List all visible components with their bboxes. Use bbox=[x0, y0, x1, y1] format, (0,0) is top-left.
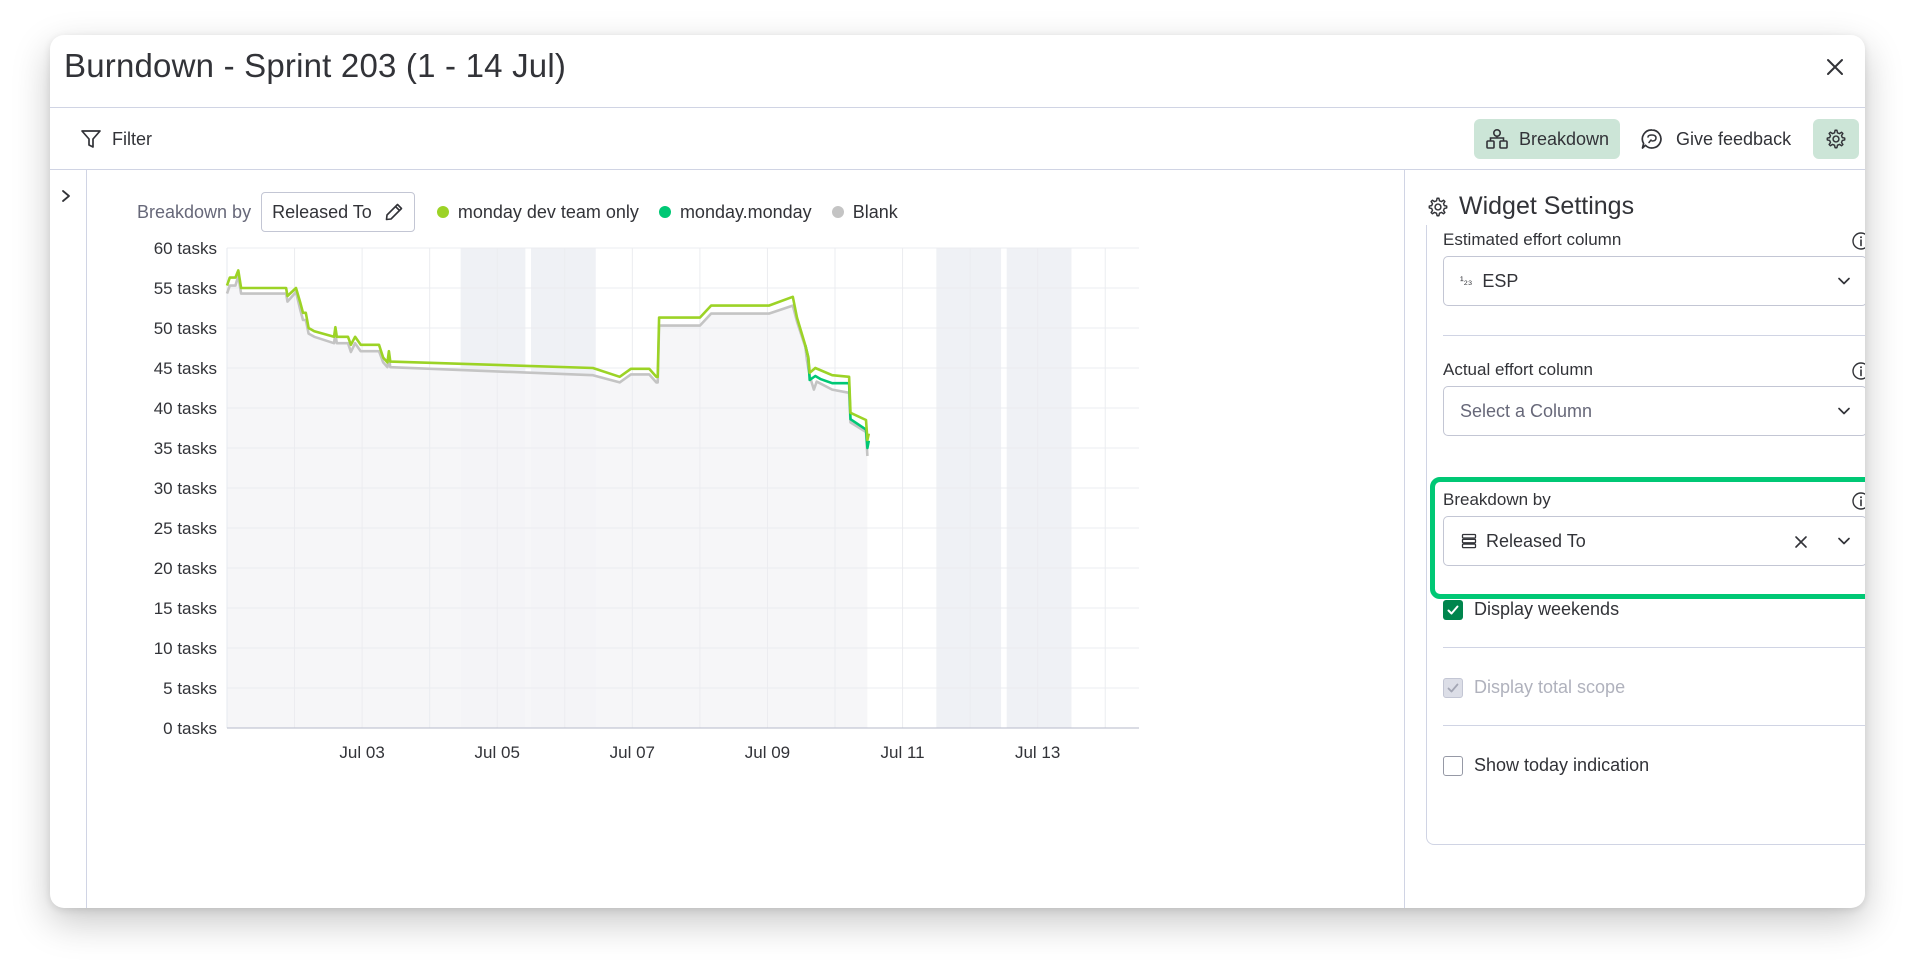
actual-effort-placeholder: Select a Column bbox=[1460, 400, 1593, 421]
y-tick-label: 0 tasks bbox=[163, 719, 217, 738]
legend-item[interactable]: monday dev team only bbox=[436, 201, 639, 223]
info-icon[interactable] bbox=[1851, 231, 1865, 251]
feedback-icon bbox=[1641, 129, 1662, 149]
breakdown-button-label: Breakdown bbox=[1518, 128, 1610, 149]
x-tick-label: Jul 03 bbox=[339, 743, 384, 762]
estimated-effort-dropdown[interactable]: ¹₂₃ ESP bbox=[1443, 256, 1865, 306]
burndown-modal: Burndown - Sprint 203 (1 - 14 Jul) Filte… bbox=[50, 35, 1865, 908]
breakdown-by-value: Released To bbox=[272, 201, 372, 222]
filter-button[interactable]: Filter bbox=[80, 121, 152, 157]
legend-dot bbox=[436, 206, 449, 218]
checkbox-disabled bbox=[1443, 677, 1463, 698]
y-tick-label: 60 tasks bbox=[154, 239, 217, 258]
y-tick-label: 45 tasks bbox=[154, 359, 217, 378]
display-total-scope-label: Display total scope bbox=[1474, 677, 1626, 697]
clear-icon[interactable] bbox=[1794, 535, 1808, 549]
info-icon[interactable] bbox=[1851, 491, 1865, 511]
display-weekends-checkbox[interactable]: Display weekends bbox=[1443, 599, 1619, 620]
close-icon bbox=[1827, 59, 1843, 75]
list-column-icon bbox=[1461, 533, 1477, 549]
divider bbox=[1443, 335, 1865, 336]
y-tick-label: 25 tasks bbox=[154, 519, 217, 538]
y-tick-label: 40 tasks bbox=[154, 399, 217, 418]
settings-breakdown-by-label: Breakdown by bbox=[1443, 490, 1551, 509]
actual-effort-dropdown[interactable]: Select a Column bbox=[1443, 386, 1865, 436]
legend-label: monday.monday bbox=[679, 201, 812, 222]
info-icon[interactable] bbox=[1851, 361, 1865, 381]
y-tick-label: 5 tasks bbox=[163, 679, 217, 698]
pencil-icon bbox=[385, 203, 403, 221]
x-tick-label: Jul 07 bbox=[610, 743, 655, 762]
widget-settings-card: Estimated effort column ¹₂₃ ESP Actual e… bbox=[1426, 225, 1865, 845]
y-tick-label: 35 tasks bbox=[154, 439, 217, 458]
gear-icon bbox=[1826, 129, 1846, 149]
show-today-label: Show today indication bbox=[1474, 755, 1650, 775]
settings-breakdown-by-value: Released To bbox=[1486, 530, 1586, 551]
widget-settings-title: Widget Settings bbox=[1459, 192, 1635, 220]
numbers-column-icon: ¹₂₃ bbox=[1460, 275, 1473, 287]
chevron-right-icon bbox=[62, 190, 70, 202]
checkbox-unchecked[interactable] bbox=[1443, 755, 1463, 776]
chevron-down-icon bbox=[1838, 537, 1850, 545]
collapse-strip bbox=[50, 170, 87, 908]
expand-panel-button[interactable] bbox=[56, 186, 76, 206]
divider bbox=[1443, 647, 1865, 648]
x-tick-label: Jul 09 bbox=[745, 743, 790, 762]
give-feedback-button[interactable]: Give feedback bbox=[1640, 119, 1791, 159]
display-total-scope-checkbox: Display total scope bbox=[1443, 677, 1625, 698]
estimated-effort-value: ESP bbox=[1482, 270, 1519, 291]
chart-legend: monday dev team only monday.monday Blank bbox=[436, 201, 898, 223]
chevron-down-icon bbox=[1838, 277, 1850, 285]
series-line bbox=[225, 269, 871, 442]
checkmark-icon bbox=[1447, 683, 1459, 692]
divider bbox=[1443, 725, 1865, 726]
legend-dot bbox=[658, 206, 671, 218]
y-tick-label: 20 tasks bbox=[154, 559, 217, 578]
burndown-chart: 0 tasks 5 tasks 10 tasks 15 tasks 20 tasks 25… bbox=[154, 239, 1139, 762]
filter-label: Filter bbox=[112, 128, 152, 149]
modal-title: Burndown - Sprint 203 (1 - 14 Jul) bbox=[64, 47, 567, 84]
widget-settings-panel: Widget Settings Estimated effort column … bbox=[1404, 170, 1865, 908]
feedback-label: Give feedback bbox=[1676, 128, 1792, 149]
toolbar: Filter Breakdown Give feedback bbox=[50, 108, 1865, 170]
modal-header: Burndown - Sprint 203 (1 - 14 Jul) bbox=[50, 35, 1865, 108]
legend-label: monday dev team only bbox=[457, 201, 639, 222]
breakdown-by-label: Breakdown by bbox=[137, 201, 252, 222]
filter-icon bbox=[81, 130, 101, 148]
y-tick-label: 55 tasks bbox=[154, 279, 217, 298]
checkmark-icon bbox=[1447, 605, 1459, 614]
legend-item[interactable]: monday.monday bbox=[658, 201, 812, 223]
settings-toggle-button[interactable] bbox=[1813, 119, 1859, 159]
breakdown-icon bbox=[1486, 128, 1508, 149]
y-tick-label: 10 tasks bbox=[154, 639, 217, 658]
settings-breakdown-by-dropdown[interactable]: Released To bbox=[1443, 516, 1865, 566]
breakdown-button[interactable]: Breakdown bbox=[1474, 119, 1620, 159]
legend-label: Blank bbox=[852, 201, 898, 222]
breakdown-highlight bbox=[1430, 477, 1865, 599]
x-tick-label: Jul 05 bbox=[475, 743, 520, 762]
y-tick-label: 30 tasks bbox=[154, 479, 217, 498]
chart-area: 0 tasks 5 tasks 10 tasks 15 tasks 20 tasks 25… bbox=[87, 170, 1404, 908]
estimated-effort-label: Estimated effort column bbox=[1443, 230, 1622, 249]
close-button[interactable] bbox=[1819, 51, 1851, 83]
display-weekends-label: Display weekends bbox=[1474, 599, 1620, 619]
chevron-down-icon bbox=[1838, 407, 1850, 415]
chart-controls: Breakdown by Released To monday dev team… bbox=[137, 192, 898, 232]
y-tick-label: 15 tasks bbox=[154, 599, 217, 618]
scope-area bbox=[227, 276, 868, 728]
widget-settings-header: Widget Settings bbox=[1427, 192, 1634, 221]
x-tick-label: Jul 11 bbox=[881, 743, 925, 762]
legend-item[interactable]: Blank bbox=[831, 201, 898, 223]
y-tick-label: 50 tasks bbox=[154, 319, 217, 338]
breakdown-by-select[interactable]: Released To bbox=[261, 192, 415, 232]
gear-icon bbox=[1428, 197, 1448, 216]
x-tick-label: Jul 13 bbox=[1015, 743, 1060, 762]
show-today-checkbox[interactable]: Show today indication bbox=[1443, 755, 1649, 776]
actual-effort-label: Actual effort column bbox=[1443, 360, 1593, 379]
checkbox-checked[interactable] bbox=[1443, 599, 1463, 620]
legend-dot bbox=[831, 206, 844, 218]
